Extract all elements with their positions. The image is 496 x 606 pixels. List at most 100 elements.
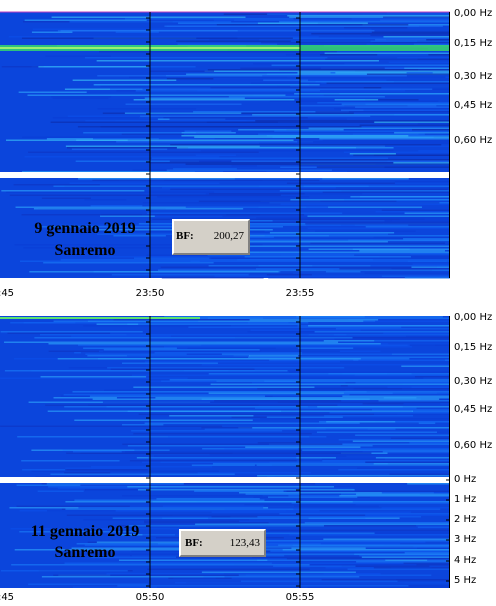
- streak: [101, 214, 260, 216]
- streak: [149, 380, 217, 382]
- streak: [126, 334, 309, 336]
- streak: [9, 194, 281, 196]
- streak: [99, 51, 337, 53]
- streak: [353, 220, 450, 222]
- streak: [221, 541, 426, 543]
- streak: [266, 416, 343, 418]
- streak: [112, 517, 208, 519]
- streak: [375, 39, 427, 41]
- streak: [305, 223, 450, 225]
- streak: [41, 576, 225, 578]
- streak: [233, 564, 450, 566]
- streak: [176, 556, 450, 558]
- streak: [375, 421, 450, 423]
- streak: [367, 403, 441, 405]
- streak: [57, 358, 361, 360]
- streak: [23, 322, 76, 324]
- streak: [226, 214, 305, 216]
- streak: [286, 182, 450, 184]
- streak: [66, 452, 233, 454]
- streak: [279, 190, 450, 192]
- streak: [67, 147, 211, 149]
- streak: [272, 136, 434, 138]
- streak: [20, 260, 200, 262]
- streak: [211, 516, 258, 518]
- streak: [417, 526, 450, 528]
- streak: [116, 141, 314, 143]
- streak: [100, 85, 413, 87]
- streak: [371, 409, 450, 411]
- streak: [110, 88, 433, 90]
- time-label: :45: [0, 592, 15, 603]
- streak: [21, 171, 195, 173]
- streak: [91, 556, 253, 558]
- streak: [201, 398, 440, 400]
- streak: [373, 236, 450, 238]
- streak: [155, 397, 417, 399]
- streak: [133, 99, 295, 101]
- streak: [238, 129, 344, 131]
- streak: [269, 100, 439, 102]
- streak: [245, 493, 300, 495]
- streak: [80, 352, 155, 354]
- freq-label: 0,00 Hz: [454, 8, 493, 19]
- streak: [127, 445, 373, 447]
- streak: [52, 117, 140, 119]
- streak: [43, 262, 214, 264]
- streak: [387, 386, 450, 388]
- streak: [52, 97, 109, 99]
- streak: [31, 31, 73, 33]
- freq-label: 0,30 Hz: [454, 376, 493, 387]
- streak: [166, 78, 214, 80]
- streak: [268, 277, 450, 279]
- streak: [161, 380, 300, 382]
- streak: [347, 385, 450, 387]
- streak: [169, 118, 347, 120]
- streak: [416, 564, 450, 566]
- streak: [195, 154, 236, 156]
- streak: [127, 486, 334, 488]
- streak: [289, 16, 450, 18]
- streak: [322, 191, 450, 193]
- streak: [308, 248, 450, 250]
- streak: [74, 419, 253, 421]
- freq-label: 0,15 Hz: [454, 38, 493, 49]
- streak: [62, 449, 170, 451]
- streak: [72, 79, 177, 81]
- streak: [19, 510, 286, 512]
- streak: [249, 272, 293, 274]
- streak: [208, 265, 313, 267]
- streak: [100, 215, 155, 217]
- streak: [358, 359, 445, 361]
- streak: [365, 226, 450, 228]
- streak: [24, 19, 147, 21]
- streak: [144, 520, 240, 522]
- streak: [60, 259, 373, 261]
- streak: [334, 108, 450, 110]
- streak: [251, 382, 346, 384]
- streak: [390, 567, 432, 569]
- streak: [304, 522, 450, 524]
- streak: [411, 129, 450, 131]
- streak: [190, 260, 447, 262]
- streak: [193, 111, 349, 113]
- streak: [317, 406, 450, 408]
- streak: [150, 70, 215, 72]
- lf-label: 5 Hz: [454, 575, 477, 586]
- streak: [76, 139, 128, 141]
- lf-label: 4 Hz: [454, 555, 477, 566]
- streak: [359, 422, 419, 424]
- streak: [356, 493, 450, 495]
- streak: [19, 531, 138, 533]
- streak: [414, 376, 450, 378]
- streak: [22, 469, 67, 471]
- streak: [64, 88, 143, 90]
- streak: [381, 87, 450, 89]
- streak: [335, 72, 407, 74]
- streak: [394, 182, 450, 184]
- streak: [110, 368, 255, 370]
- streak: [259, 145, 450, 147]
- streak: [240, 67, 385, 69]
- streak: [111, 274, 249, 276]
